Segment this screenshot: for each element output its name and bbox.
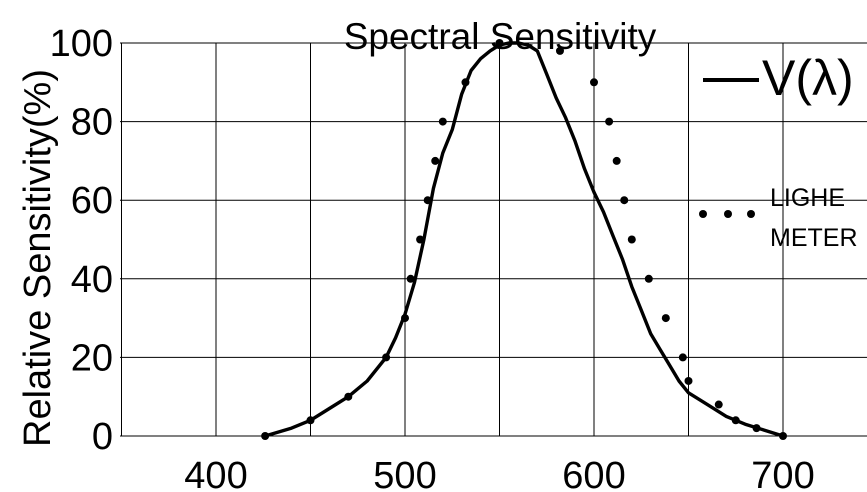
y-axis-label: Relative Sensitivity(%) — [17, 69, 59, 447]
light-meter-point — [416, 235, 425, 244]
light-meter-point — [678, 353, 687, 362]
light-meter-point — [605, 117, 614, 126]
series-layer — [261, 39, 787, 440]
y-tick-label: 40 — [71, 259, 113, 301]
light-meter-point — [644, 274, 653, 283]
light-meter-point — [590, 78, 598, 87]
light-meter-point — [612, 156, 621, 165]
x-tick-label: 400 — [184, 455, 247, 492]
y-tick-label: 60 — [71, 180, 113, 222]
legend: V(λ) LIGHE METER — [699, 50, 858, 252]
light-meter-point — [431, 156, 440, 165]
light-meter-point — [495, 39, 504, 47]
light-meter-point — [684, 376, 693, 385]
light-meter-point — [261, 432, 270, 440]
light-meter-point — [661, 314, 670, 323]
light-meter-point — [731, 416, 740, 425]
legend-swatch-dot — [699, 210, 707, 218]
light-meter-point — [306, 416, 315, 425]
y-tick-label: 80 — [71, 102, 113, 144]
chart-title: Spectral Sensitivity — [344, 16, 657, 57]
light-meter-point — [620, 196, 629, 205]
light-meter-point — [382, 353, 391, 362]
x-tick-label: 700 — [751, 455, 814, 492]
y-tick-label: 0 — [92, 416, 113, 458]
grid — [120, 42, 867, 437]
y-tick-label: 100 — [50, 23, 113, 65]
light-meter-point — [627, 235, 636, 244]
x-tick-label: 500 — [373, 455, 436, 492]
legend-swatch-dot — [724, 210, 732, 218]
light-meter-point — [714, 400, 723, 409]
light-meter-point — [752, 424, 761, 433]
legend-label-v-lambda: V(λ) — [762, 50, 854, 106]
legend-swatch-dot — [747, 210, 755, 218]
legend-label-light-meter: METER — [770, 224, 858, 252]
light-meter-point — [344, 392, 353, 401]
light-meter-point — [555, 46, 564, 55]
y-tick-label: 20 — [71, 337, 113, 379]
light-meter-point — [406, 274, 415, 283]
light-meter-point — [438, 117, 447, 126]
x-tick-label: 600 — [562, 455, 625, 492]
light-meter-point — [779, 432, 787, 440]
v-lambda-curve — [263, 41, 785, 438]
legend-label-light-meter: LIGHE — [770, 184, 845, 212]
light-meter-point — [461, 78, 470, 87]
axes: 0 20 40 60 80 100 400 500 600 700 — [50, 23, 815, 492]
light-meter-point — [423, 196, 432, 205]
light-meter-point — [401, 314, 409, 323]
